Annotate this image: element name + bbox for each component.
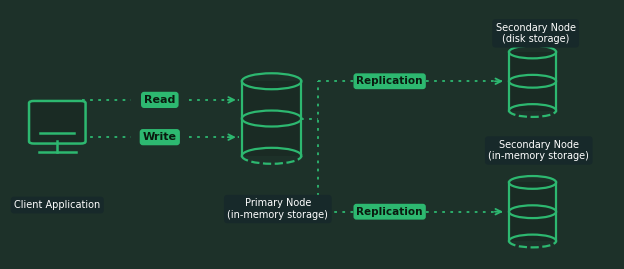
Text: Secondary Node
(in-memory storage): Secondary Node (in-memory storage): [489, 140, 589, 161]
Text: Secondary Node
(disk storage): Secondary Node (disk storage): [495, 23, 575, 44]
Text: Replication: Replication: [356, 207, 423, 217]
Polygon shape: [509, 52, 556, 111]
Text: Write: Write: [143, 132, 177, 142]
Polygon shape: [509, 182, 556, 241]
Text: Read: Read: [144, 95, 175, 105]
Text: Primary Node
(in-memory storage): Primary Node (in-memory storage): [227, 198, 328, 220]
Text: Replication: Replication: [356, 76, 423, 86]
Polygon shape: [242, 81, 301, 156]
Text: Client Application: Client Application: [14, 200, 100, 210]
FancyBboxPatch shape: [29, 101, 85, 144]
